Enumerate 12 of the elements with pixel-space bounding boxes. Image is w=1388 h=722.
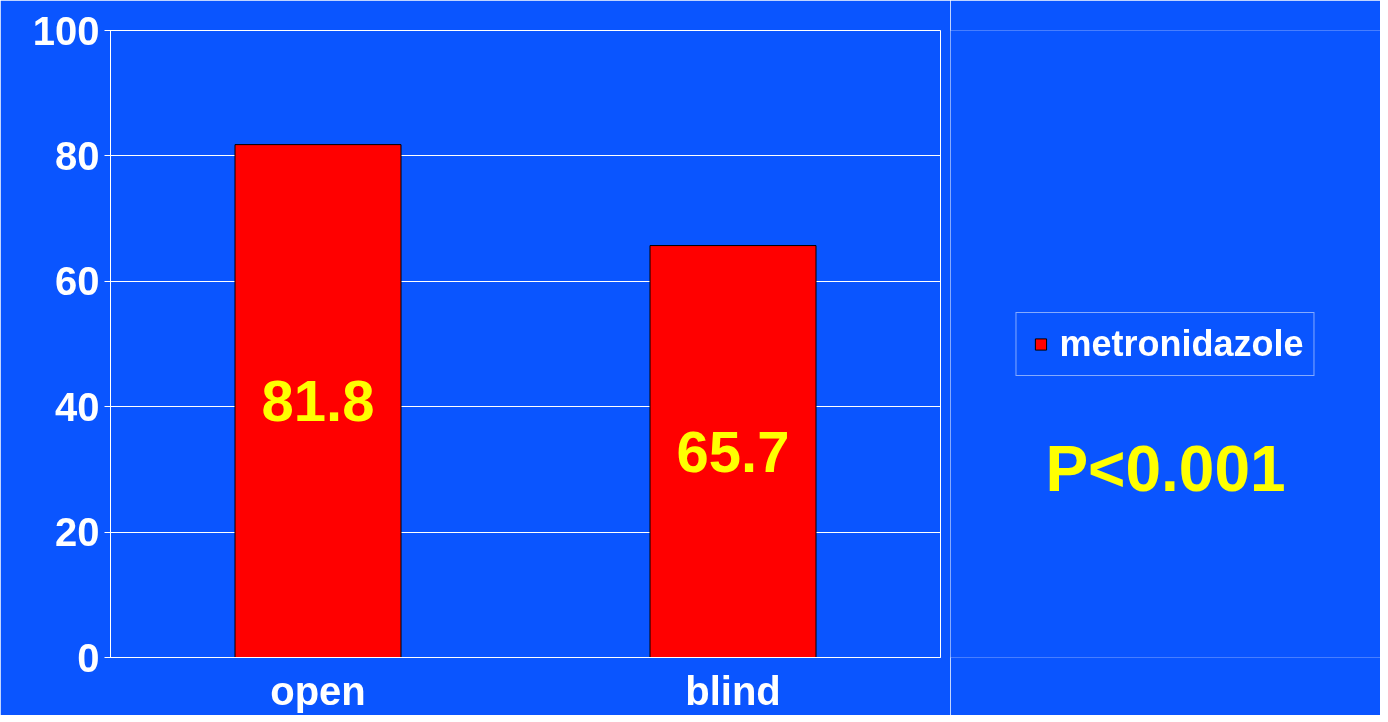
y-tick-label: 60 — [55, 259, 100, 304]
x-tick-label: blind — [685, 668, 781, 713]
y-tick-label: 40 — [55, 384, 100, 429]
data-label: 81.8 — [261, 368, 375, 434]
text: P<0.001 — [1045, 433, 1286, 506]
legend-label: metronidazole — [1059, 322, 1304, 365]
x-tick-label: open — [270, 668, 366, 713]
y-tick-label: 80 — [55, 133, 100, 178]
y-tick-label: 0 — [77, 635, 100, 680]
y-tick-label: 100 — [32, 8, 100, 53]
y-tick-label: 20 — [55, 510, 100, 555]
data-label: 65.7 — [676, 418, 790, 484]
